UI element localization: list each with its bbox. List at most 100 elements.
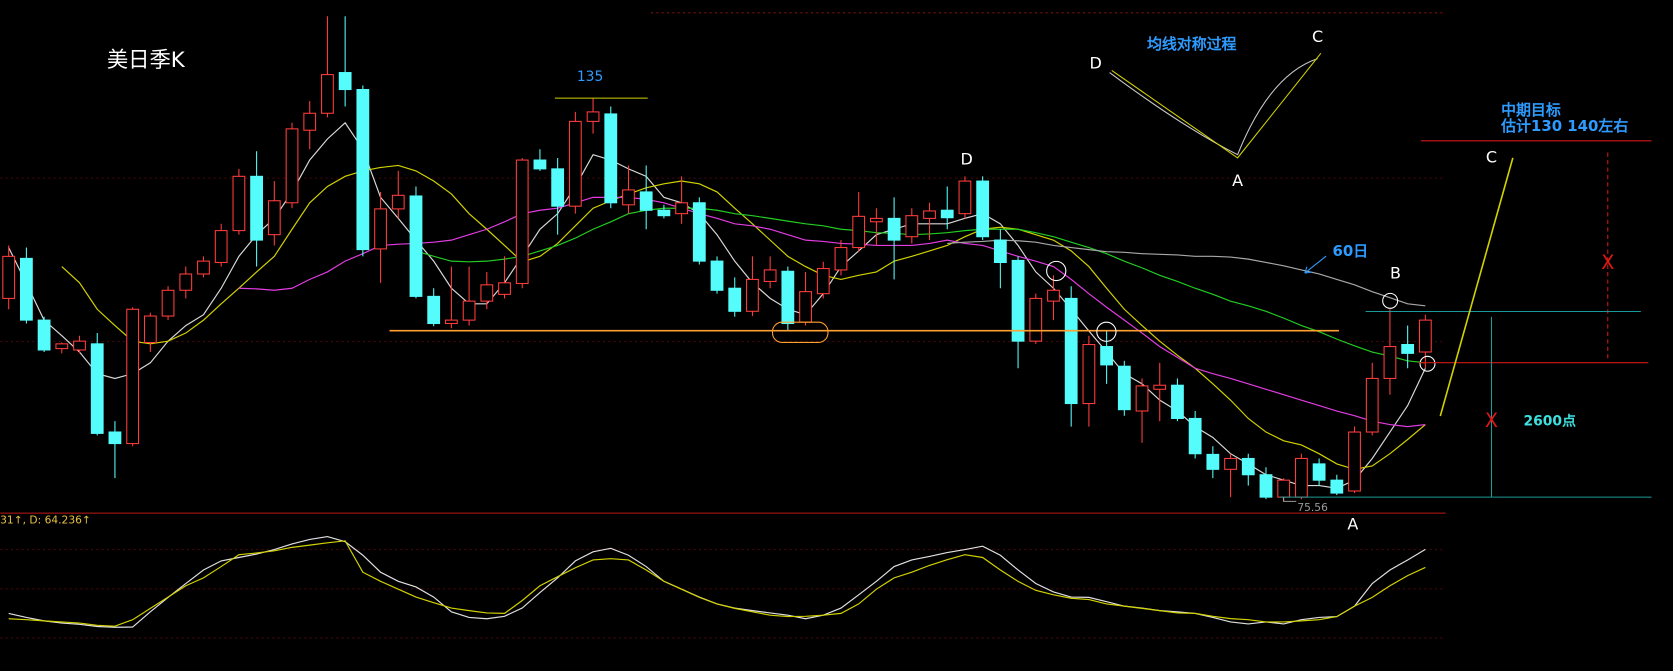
candle-body <box>232 175 246 232</box>
mini-line <box>1111 53 1322 159</box>
candle-body <box>1171 384 1184 419</box>
annotation: X <box>1601 251 1614 274</box>
candle-body <box>1188 417 1202 455</box>
candle-body <box>887 217 901 241</box>
projection-line <box>1439 157 1514 417</box>
candle-body <box>108 431 122 445</box>
candle-body <box>1011 259 1025 342</box>
candle-body <box>374 208 387 250</box>
candle-body <box>958 180 972 215</box>
wave-label: D <box>960 150 972 169</box>
candle-body <box>746 278 759 312</box>
candle-body <box>799 291 812 323</box>
annotation: X <box>1485 409 1498 432</box>
annotation: 135 <box>577 69 603 85</box>
candle-body <box>675 202 689 215</box>
candle-body <box>1047 289 1060 302</box>
mini-curve <box>1109 58 1318 156</box>
annotation: 75.56 <box>1297 501 1328 514</box>
line <box>238 196 1426 428</box>
candle-body <box>622 189 635 206</box>
candle-body <box>1064 297 1078 405</box>
candle-body <box>1029 297 1043 342</box>
candle-body <box>551 168 565 207</box>
candle-body <box>391 194 405 210</box>
candle-body <box>1365 377 1379 433</box>
candle-body <box>568 120 582 207</box>
line <box>947 239 1426 307</box>
circle <box>1046 260 1067 282</box>
candle-body <box>533 159 547 170</box>
candle-body <box>1401 343 1415 354</box>
candle-body <box>1135 385 1149 412</box>
candle-body <box>321 74 334 114</box>
candle-body <box>2 255 16 299</box>
candle-body <box>1259 474 1273 498</box>
annotation: 2600点 <box>1524 412 1577 429</box>
candle-body <box>197 260 210 275</box>
candle-body <box>515 159 529 285</box>
candle-body <box>480 284 494 302</box>
candle-body <box>1206 453 1220 470</box>
candle-body <box>976 180 990 238</box>
candle-body <box>73 340 86 351</box>
circle <box>1096 321 1117 342</box>
candle-body <box>639 191 653 211</box>
candle-body <box>462 300 476 321</box>
candle-body <box>338 72 352 91</box>
candle-body <box>692 202 706 262</box>
candle-body <box>55 343 69 350</box>
candle-body <box>869 217 883 223</box>
annotation: 估计130 140左右 <box>1500 117 1628 135</box>
candle-body <box>285 128 299 204</box>
candle-body <box>710 260 724 291</box>
candle-body <box>1153 384 1167 390</box>
indicator-header: 31↑, D: 64.236↑ <box>0 514 91 527</box>
candle-body <box>179 273 193 291</box>
candle-body <box>250 175 264 241</box>
line <box>8 540 1426 627</box>
candle-body <box>1241 457 1255 476</box>
candle-body <box>1082 343 1096 405</box>
wave-label: C <box>1312 27 1323 46</box>
candle-body <box>1294 457 1308 498</box>
candle-body <box>1383 346 1397 379</box>
candle-body <box>356 88 370 251</box>
candle-body <box>1312 463 1326 481</box>
plot <box>2 16 1432 628</box>
candle-body <box>728 287 742 312</box>
candle-body <box>852 215 866 249</box>
candle-body <box>657 209 671 217</box>
candle-body <box>923 210 936 219</box>
candle-body <box>816 268 830 295</box>
candle-body <box>1277 479 1291 498</box>
candle-body <box>763 269 777 282</box>
circle <box>1382 292 1399 309</box>
support-oval <box>771 321 829 343</box>
candle-body <box>409 195 423 297</box>
candle-body <box>214 230 228 264</box>
candle-body <box>1348 431 1361 492</box>
candle-body <box>90 343 104 434</box>
candle-body <box>940 209 954 219</box>
line <box>415 207 1426 364</box>
candle-body <box>834 247 848 271</box>
annotation: 中期目标 <box>1501 101 1561 119</box>
chart-title: 美日季K <box>107 48 186 73</box>
candle-body <box>586 111 600 122</box>
circle <box>1419 355 1436 372</box>
candle-body <box>993 239 1007 264</box>
wave-label: D <box>1090 54 1102 73</box>
candle-body <box>143 315 157 344</box>
wave-label: A <box>1347 514 1358 533</box>
candle-body <box>303 112 317 131</box>
annotations: 美日季K 135 均线对称过程 D C A D 60日 B 中期目标 估计130… <box>0 27 1652 533</box>
candle-body <box>19 257 33 321</box>
arrow <box>1304 255 1327 274</box>
wave-label: B <box>1390 264 1401 283</box>
candle-body <box>498 282 511 295</box>
annotation: 60日 <box>1333 242 1369 260</box>
